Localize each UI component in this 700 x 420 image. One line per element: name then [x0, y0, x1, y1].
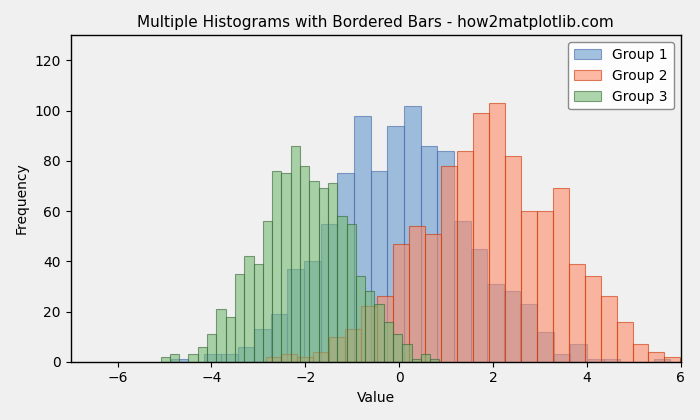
Bar [318, 189, 328, 362]
Bar [603, 359, 620, 362]
Bar [570, 344, 587, 362]
Bar [309, 181, 318, 362]
Bar [409, 226, 425, 362]
Y-axis label: Frequency: Frequency [15, 163, 29, 234]
Bar [361, 307, 377, 362]
Bar [374, 304, 384, 362]
Bar [680, 359, 696, 362]
Title: Multiple Histograms with Bordered Bars - how2matplotlib.com: Multiple Histograms with Bordered Bars -… [137, 15, 614, 30]
Bar [454, 221, 470, 362]
Bar [568, 264, 584, 362]
Bar [345, 329, 361, 362]
Bar [204, 354, 221, 362]
Bar [170, 354, 179, 362]
Bar [520, 304, 537, 362]
Bar [648, 352, 664, 362]
Bar [505, 156, 521, 362]
Bar [537, 211, 553, 362]
Bar [521, 211, 537, 362]
Bar [171, 359, 188, 362]
Bar [237, 346, 254, 362]
Bar [601, 297, 617, 362]
Bar [387, 126, 404, 362]
Bar [314, 352, 329, 362]
Bar [537, 332, 554, 362]
Bar [188, 354, 198, 362]
Bar [272, 171, 281, 362]
Bar [425, 234, 441, 362]
Bar [160, 357, 170, 362]
Bar [207, 334, 216, 362]
Bar [281, 173, 290, 362]
Bar [321, 223, 337, 362]
Bar [412, 359, 421, 362]
Bar [298, 357, 314, 362]
Bar [664, 357, 680, 362]
Bar [254, 329, 271, 362]
Bar [393, 334, 402, 362]
Bar [253, 264, 263, 362]
Bar [337, 216, 346, 362]
Bar [441, 166, 457, 362]
Bar [633, 344, 648, 362]
Bar [377, 297, 393, 362]
Bar [346, 223, 356, 362]
Bar [304, 261, 321, 362]
Bar [421, 146, 438, 362]
Bar [470, 249, 487, 362]
Bar [365, 291, 375, 362]
Bar [290, 146, 300, 362]
Bar [696, 359, 700, 362]
Bar [263, 221, 272, 362]
Bar [438, 151, 454, 362]
Bar [393, 244, 409, 362]
Bar [487, 284, 504, 362]
Bar [457, 151, 473, 362]
Bar [328, 184, 337, 362]
Bar [489, 103, 505, 362]
Bar [244, 256, 253, 362]
Bar [554, 354, 570, 362]
Bar [384, 322, 393, 362]
Bar [329, 336, 345, 362]
Bar [337, 173, 354, 362]
Bar [281, 354, 298, 362]
Bar [216, 309, 225, 362]
Bar [402, 344, 412, 362]
Bar [265, 357, 281, 362]
Bar [404, 106, 421, 362]
Bar [617, 322, 633, 362]
Bar [421, 354, 430, 362]
Bar [354, 116, 371, 362]
Bar [221, 354, 237, 362]
Bar [288, 269, 304, 362]
Bar [504, 291, 520, 362]
Bar [584, 276, 601, 362]
Bar [553, 189, 568, 362]
Bar [300, 166, 309, 362]
Bar [371, 171, 387, 362]
Bar [356, 276, 365, 362]
X-axis label: Value: Value [356, 391, 395, 405]
Bar [225, 317, 235, 362]
Bar [473, 113, 489, 362]
Bar [235, 274, 244, 362]
Legend: Group 1, Group 2, Group 3: Group 1, Group 2, Group 3 [568, 42, 673, 109]
Bar [587, 359, 603, 362]
Bar [430, 359, 440, 362]
Bar [198, 346, 207, 362]
Bar [654, 359, 670, 362]
Bar [271, 314, 288, 362]
